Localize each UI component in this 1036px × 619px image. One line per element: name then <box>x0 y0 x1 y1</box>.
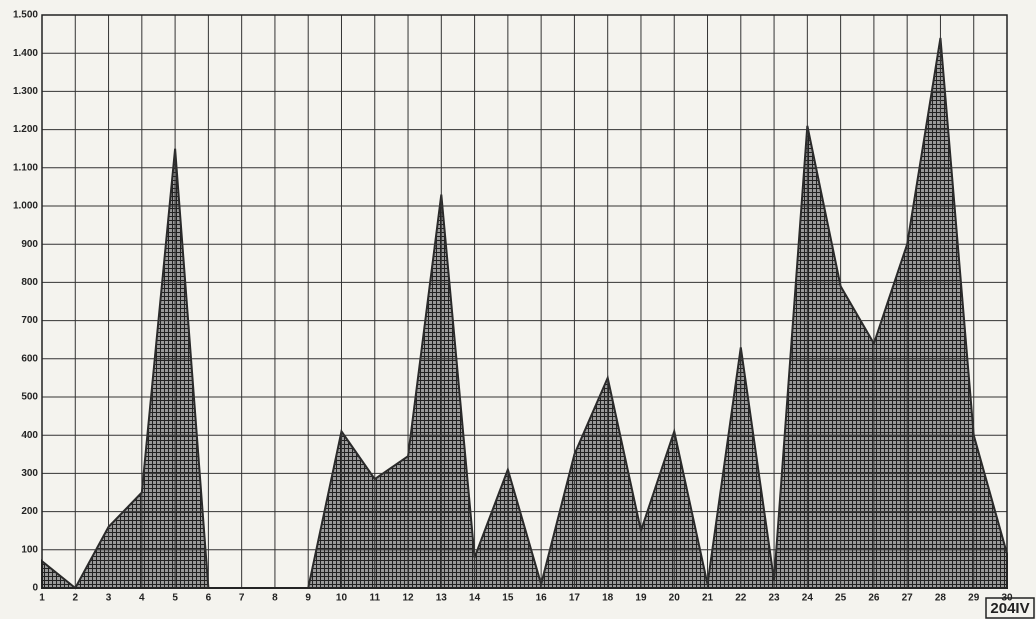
x-tick-label: 5 <box>172 593 178 604</box>
x-tick-label: 29 <box>968 593 980 604</box>
x-tick-label: 12 <box>402 593 414 604</box>
x-tick-label: 28 <box>935 593 947 604</box>
plot-frame <box>41 14 1008 589</box>
y-tick-label: 1.500 <box>13 10 38 21</box>
x-tick-label: 2 <box>72 593 78 604</box>
x-tick-label: 22 <box>735 593 747 604</box>
x-tick-label: 18 <box>602 593 614 604</box>
x-tick-label: 30 <box>1001 593 1013 604</box>
y-tick-label: 200 <box>21 506 38 517</box>
y-tick-label: 100 <box>21 544 38 555</box>
y-tick-label: 1.400 <box>13 48 38 59</box>
x-tick-label: 20 <box>669 593 681 604</box>
x-tick-label: 13 <box>436 593 448 604</box>
y-tick-label: 400 <box>21 430 38 441</box>
x-tick-label: 24 <box>802 593 814 604</box>
y-tick-label: 1.000 <box>13 201 38 212</box>
x-tick-label: 23 <box>769 593 781 604</box>
x-tick-label: 7 <box>239 593 245 604</box>
y-tick-label: 1.300 <box>13 86 38 97</box>
y-tick-label: 1.100 <box>13 162 38 173</box>
x-tick-label: 26 <box>868 593 880 604</box>
y-tick-label: 600 <box>21 353 38 364</box>
x-tick-label: 16 <box>536 593 548 604</box>
x-tick-label: 21 <box>702 593 714 604</box>
x-tick-label: 3 <box>106 593 112 604</box>
x-tick-label: 15 <box>502 593 514 604</box>
y-tick-label: 800 <box>21 277 38 288</box>
x-tick-label: 1 <box>39 593 45 604</box>
y-tick-label: 500 <box>21 392 38 403</box>
y-tick-label: 0 <box>32 583 38 594</box>
x-tick-label: 10 <box>336 593 348 604</box>
x-tick-label: 27 <box>902 593 914 604</box>
y-tick-label: 900 <box>21 239 38 250</box>
x-tick-label: 14 <box>469 593 481 604</box>
x-tick-label: 17 <box>569 593 581 604</box>
x-tick-label: 4 <box>139 593 145 604</box>
annotation: 204IV <box>990 600 1029 617</box>
x-tick-label: 8 <box>272 593 278 604</box>
x-tick-label: 25 <box>835 593 847 604</box>
annotation-box <box>985 597 1035 619</box>
y-tick-label: 700 <box>21 315 38 326</box>
x-tick-label: 11 <box>369 593 380 604</box>
x-tick-label: 6 <box>206 593 212 604</box>
y-tick-label: 1.200 <box>13 124 38 135</box>
y-tick-label: 300 <box>21 468 38 479</box>
x-tick-label: 9 <box>305 593 311 604</box>
x-tick-label: 19 <box>635 593 647 604</box>
